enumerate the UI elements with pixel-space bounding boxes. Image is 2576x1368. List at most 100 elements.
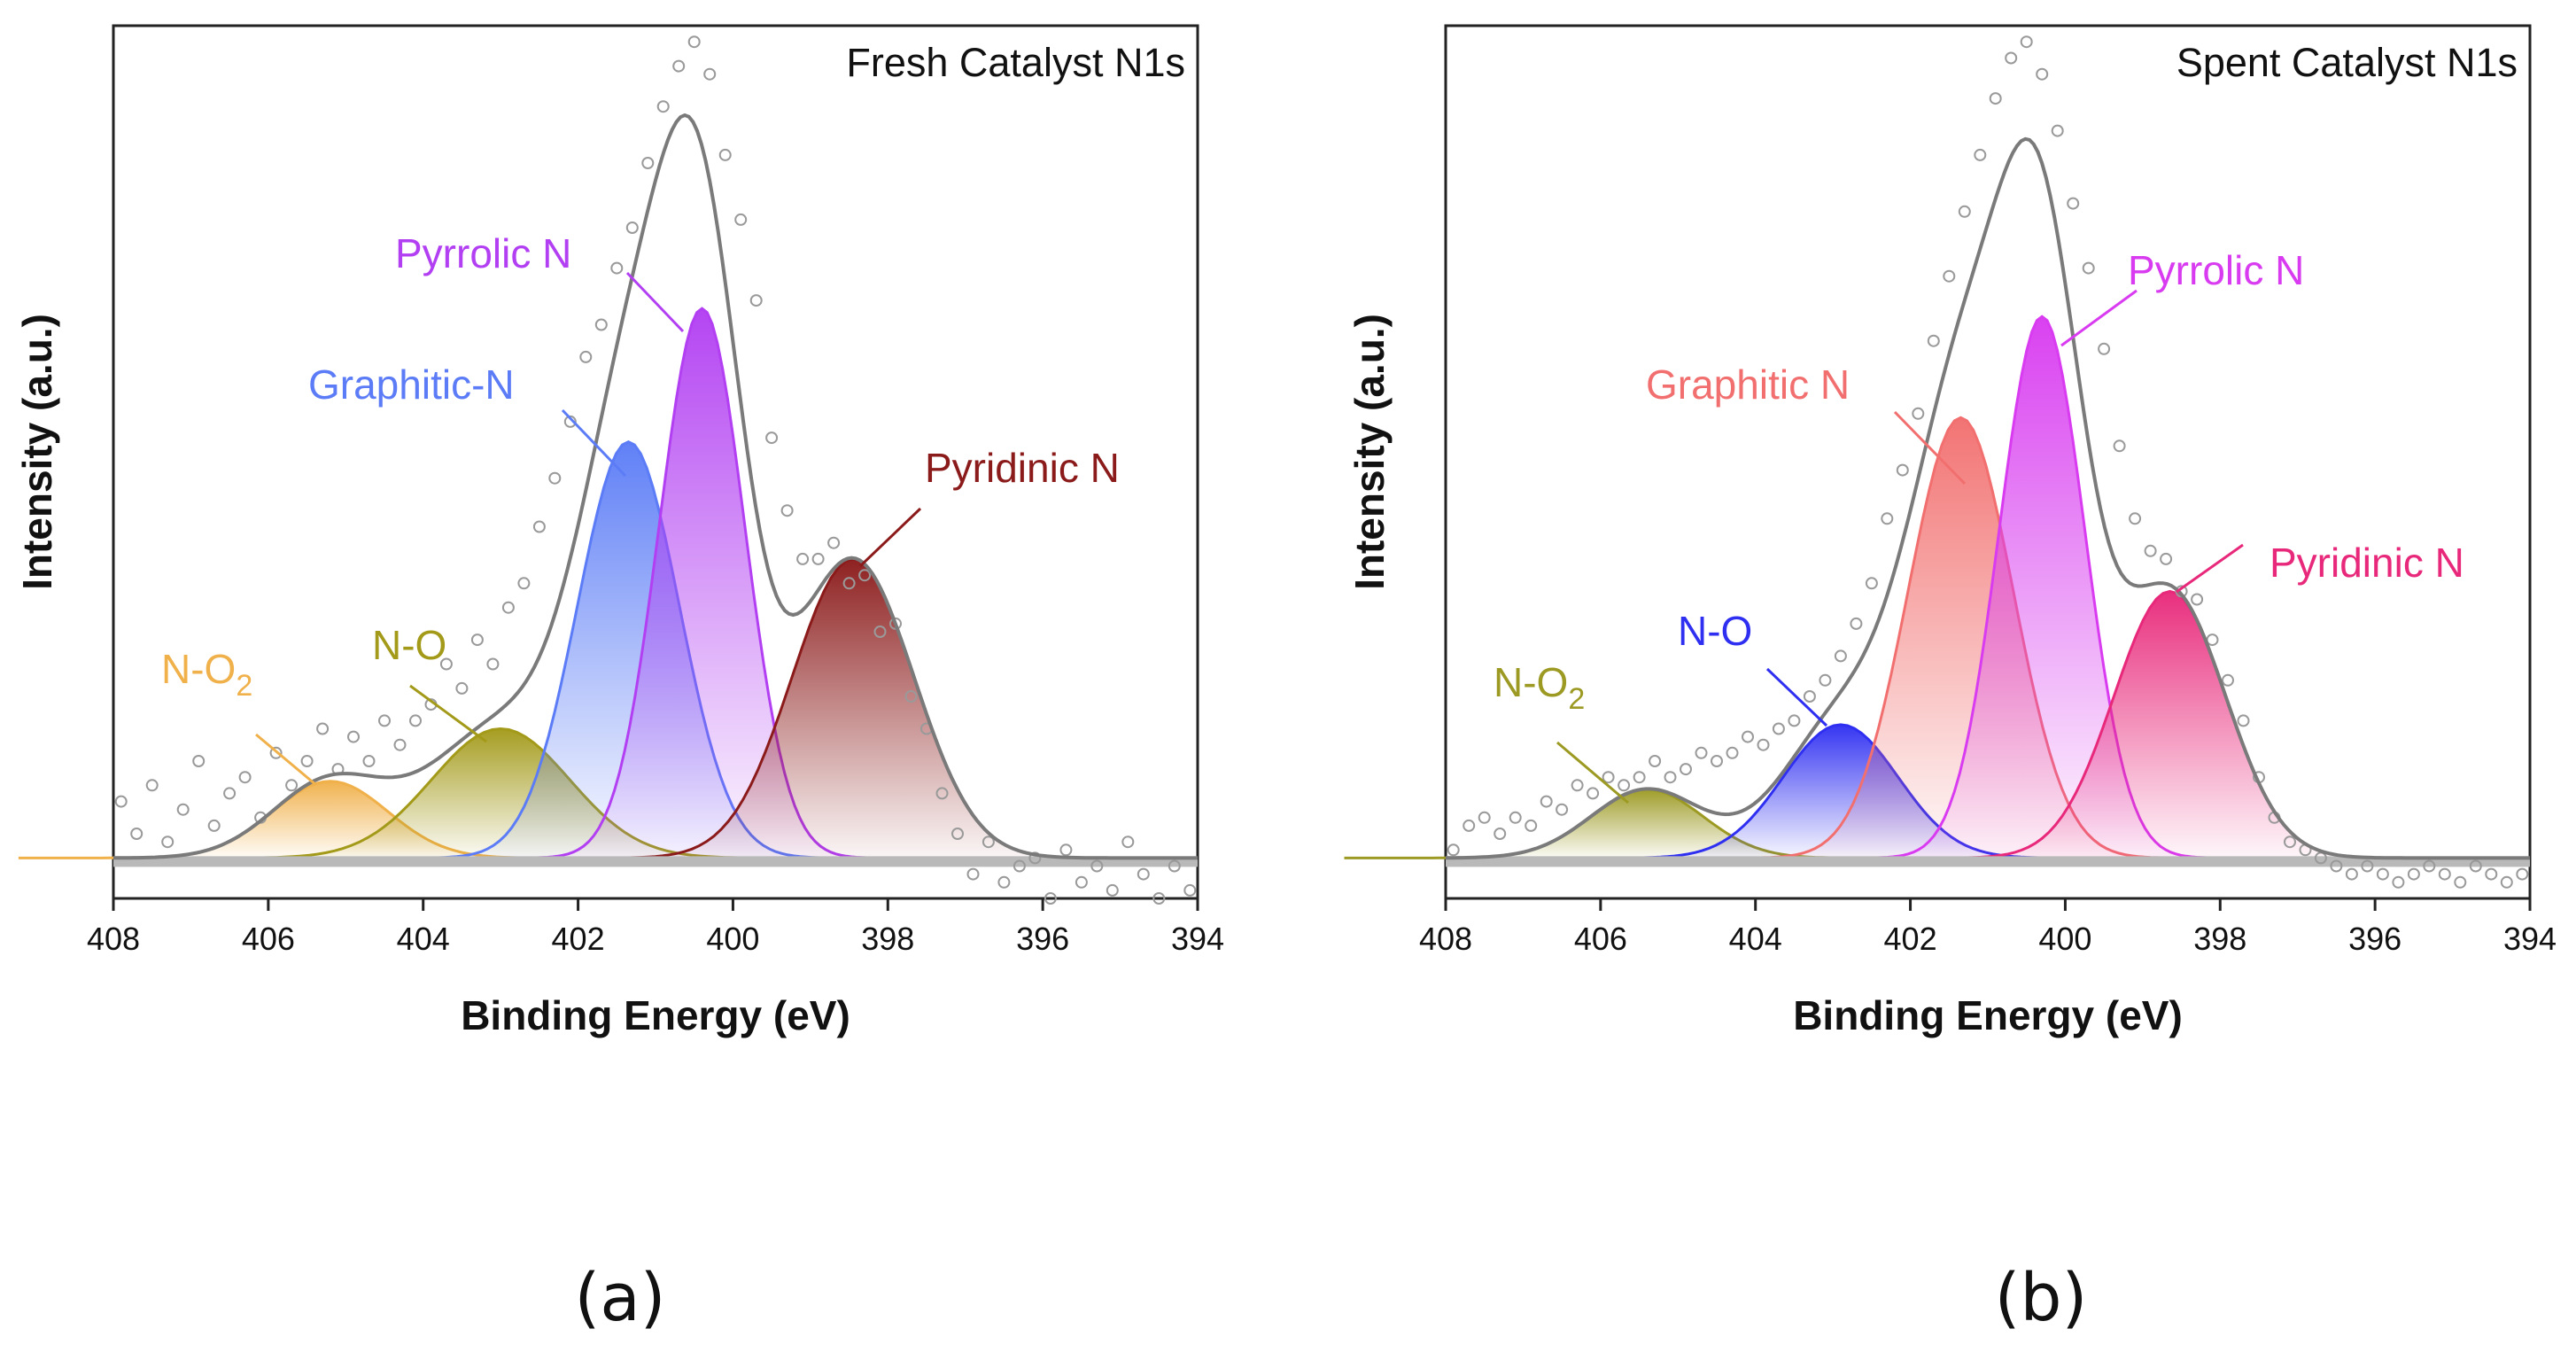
- data-point: [1912, 407, 1925, 420]
- data-point: [1943, 269, 1956, 283]
- data-point: [2036, 67, 2049, 81]
- peak-area-n-o: [126, 728, 875, 859]
- data-point: [1974, 148, 1987, 161]
- x-tick-label: 404: [1729, 921, 1782, 957]
- data-point: [935, 787, 949, 800]
- data-point: [2516, 867, 2529, 881]
- data-point: [610, 261, 624, 275]
- data-point: [238, 771, 252, 784]
- peak-labels: N-O2 N-O Graphitic-N Pyrrolic N Pyridini…: [161, 230, 1120, 703]
- x-axis-ticks: 408 406 404 402 400 398 396 394: [87, 898, 1224, 957]
- leader-line: [255, 733, 317, 787]
- data-point: [1556, 803, 1569, 816]
- data-point: [827, 536, 841, 549]
- data-point: [1850, 617, 1863, 630]
- data-point: [1509, 811, 1522, 824]
- data-point: [2361, 859, 2374, 873]
- leader-line: [1765, 667, 1828, 727]
- x-tick-label: 408: [1419, 921, 1472, 957]
- data-point: [393, 738, 407, 751]
- data-point: [2392, 875, 2405, 889]
- peak-label-graphitic-n: Graphitic N: [1646, 361, 1850, 408]
- data-point: [1571, 779, 1584, 792]
- data-point: [579, 350, 593, 363]
- envelope-line: [1445, 136, 2530, 860]
- data-point: [594, 318, 608, 331]
- data-point: [765, 431, 779, 445]
- data-point: [951, 828, 964, 840]
- data-point: [439, 657, 453, 671]
- data-point: [2005, 51, 2018, 65]
- plot-area-frame: [1444, 24, 2532, 900]
- x-tick-label: 400: [706, 921, 759, 957]
- data-point: [2407, 867, 2420, 881]
- data-point: [1726, 746, 1739, 759]
- data-point: [1865, 577, 1878, 590]
- data-point: [1803, 690, 1816, 703]
- leader-line: [409, 684, 487, 743]
- peak-labels: N-O2 N-O Graphitic N Pyrrolic N Pyridini…: [1494, 247, 2464, 716]
- peak-label-n-o: N-O: [372, 622, 446, 668]
- peak-label-pyrrolic-n: Pyrrolic N: [2128, 247, 2304, 293]
- data-point: [1896, 463, 1909, 477]
- data-point: [130, 828, 144, 840]
- data-point: [873, 626, 887, 638]
- peak-area-pyridinic-n: [1866, 591, 2473, 859]
- peak-area-n-o: [1529, 724, 2153, 859]
- peak-area-pyrrolic-n: [470, 308, 934, 859]
- scatter-points: [114, 35, 1197, 905]
- x-tick-label: 394: [1171, 921, 1224, 957]
- data-point: [455, 681, 469, 695]
- data-point: [811, 552, 825, 565]
- data-point: [176, 803, 190, 816]
- data-point: [1028, 851, 1042, 865]
- data-point: [1881, 512, 1894, 525]
- data-point: [2020, 35, 2033, 49]
- data-point: [1463, 819, 1476, 832]
- leader-line: [2176, 543, 2244, 594]
- peak-area-graphitic-n: [352, 441, 905, 859]
- chart-title: Spent Catalyst N1s: [2176, 40, 2518, 85]
- data-point: [1958, 205, 1971, 218]
- data-point: [269, 746, 283, 759]
- data-point: [625, 222, 639, 234]
- leader-line: [1893, 410, 1967, 486]
- leader-line: [2060, 289, 2138, 347]
- data-point: [2191, 593, 2204, 606]
- data-point: [966, 867, 980, 881]
- data-point: [114, 795, 128, 808]
- data-point: [2454, 875, 2467, 889]
- data-point: [2082, 261, 2095, 275]
- scatter-points: [1447, 35, 2529, 889]
- data-point: [718, 148, 732, 161]
- data-point: [548, 471, 562, 485]
- data-point: [1075, 875, 1088, 889]
- data-point: [2345, 867, 2358, 881]
- data-point: [501, 601, 515, 614]
- data-point: [2144, 544, 2157, 557]
- data-point: [796, 552, 810, 565]
- x-tick-label: 398: [2193, 921, 2246, 957]
- data-point: [1044, 892, 1057, 905]
- label-leader-lines: [255, 271, 922, 787]
- data-point: [1772, 722, 1785, 735]
- data-point: [2485, 867, 2498, 881]
- data-point: [749, 294, 763, 307]
- leader-line: [625, 271, 685, 333]
- data-point: [997, 875, 1011, 889]
- data-point: [161, 836, 175, 849]
- data-point: [1587, 787, 1600, 800]
- data-point: [2051, 124, 2064, 137]
- data-point: [1788, 714, 1801, 727]
- data-point: [2067, 197, 2080, 210]
- data-point: [1540, 795, 1553, 808]
- data-point: [1121, 836, 1135, 849]
- data-point: [1137, 867, 1150, 881]
- chart-title: Fresh Catalyst N1s: [846, 40, 1185, 85]
- x-tick-label: 398: [861, 921, 914, 957]
- peak-area-pyridinic-n: [523, 558, 1183, 859]
- peak-label-pyridinic-n: Pyridinic N: [925, 445, 1120, 491]
- data-point: [486, 657, 500, 671]
- data-point: [780, 504, 794, 517]
- data-point: [378, 714, 391, 727]
